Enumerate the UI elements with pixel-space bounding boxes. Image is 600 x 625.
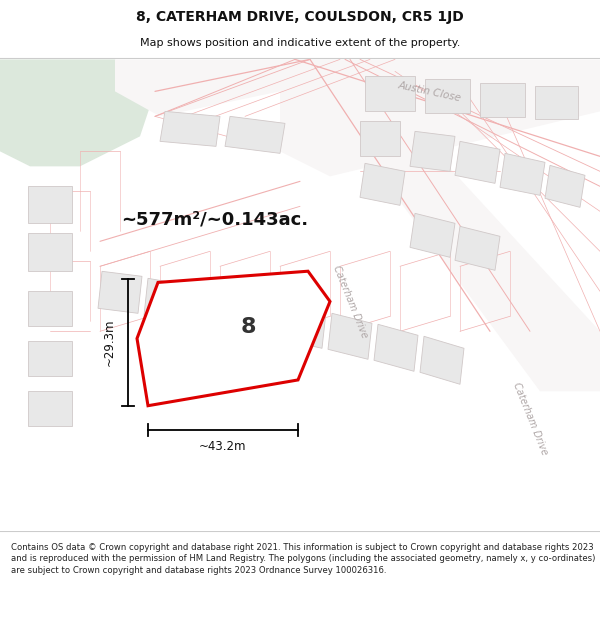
Polygon shape (425, 79, 470, 113)
Polygon shape (160, 111, 220, 146)
Polygon shape (190, 286, 234, 329)
Polygon shape (500, 153, 545, 196)
Polygon shape (295, 59, 600, 391)
Polygon shape (137, 271, 330, 406)
Polygon shape (28, 233, 72, 271)
Text: Map shows position and indicative extent of the property.: Map shows position and indicative extent… (140, 38, 460, 48)
Polygon shape (365, 76, 415, 111)
Polygon shape (115, 59, 280, 116)
Text: Contains OS data © Crown copyright and database right 2021. This information is : Contains OS data © Crown copyright and d… (11, 542, 595, 575)
Polygon shape (225, 116, 285, 153)
Text: 8, CATERHAM DRIVE, COULSDON, CR5 1JD: 8, CATERHAM DRIVE, COULSDON, CR5 1JD (136, 9, 464, 24)
Polygon shape (420, 336, 464, 384)
Text: 8: 8 (240, 318, 256, 338)
Polygon shape (98, 271, 142, 313)
Polygon shape (480, 83, 525, 118)
Polygon shape (360, 163, 405, 206)
Polygon shape (455, 226, 500, 271)
Polygon shape (28, 291, 72, 326)
Text: ~577m²/~0.143ac.: ~577m²/~0.143ac. (121, 211, 308, 229)
Polygon shape (282, 303, 326, 348)
Polygon shape (360, 121, 400, 156)
Polygon shape (545, 166, 585, 208)
Text: Caterham Drive: Caterham Drive (511, 381, 549, 457)
Polygon shape (410, 213, 455, 258)
Polygon shape (28, 186, 72, 223)
Polygon shape (144, 278, 188, 321)
Polygon shape (0, 59, 155, 166)
Polygon shape (410, 131, 455, 171)
Polygon shape (328, 313, 372, 359)
Polygon shape (535, 86, 578, 119)
Polygon shape (236, 294, 280, 338)
Text: Rogers Close: Rogers Close (176, 291, 244, 318)
Text: ~43.2m: ~43.2m (199, 440, 247, 453)
Polygon shape (280, 59, 600, 176)
Text: Austin Close: Austin Close (398, 80, 463, 104)
Polygon shape (455, 141, 500, 183)
Polygon shape (28, 341, 72, 376)
Text: ~29.3m: ~29.3m (103, 319, 116, 366)
Polygon shape (28, 391, 72, 426)
Polygon shape (374, 324, 418, 371)
Text: Caterham Drive: Caterham Drive (331, 264, 369, 339)
